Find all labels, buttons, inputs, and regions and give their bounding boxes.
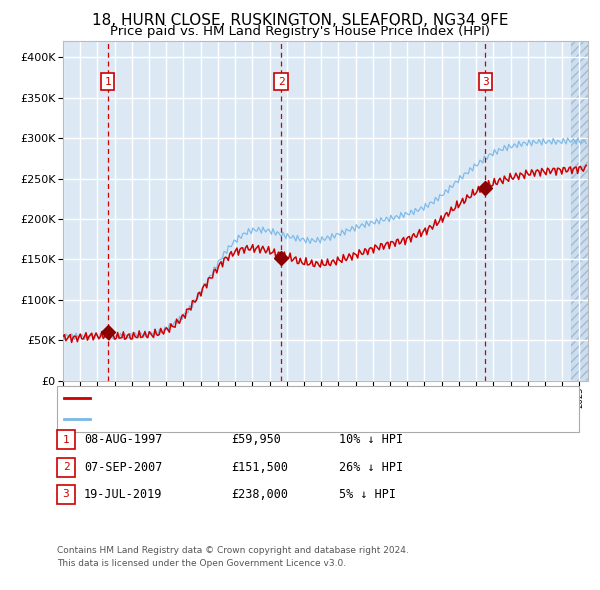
Text: 3: 3: [62, 490, 70, 499]
Text: 26% ↓ HPI: 26% ↓ HPI: [339, 461, 403, 474]
Text: This data is licensed under the Open Government Licence v3.0.: This data is licensed under the Open Gov…: [57, 559, 346, 568]
Text: 2: 2: [278, 77, 284, 87]
Text: HPI: Average price, detached house, North Kesteven: HPI: Average price, detached house, Nort…: [94, 414, 367, 424]
Text: 08-AUG-1997: 08-AUG-1997: [84, 433, 163, 446]
Text: 18, HURN CLOSE, RUSKINGTON, SLEAFORD, NG34 9FE (detached house): 18, HURN CLOSE, RUSKINGTON, SLEAFORD, NG…: [94, 394, 472, 404]
Text: 19-JUL-2019: 19-JUL-2019: [84, 488, 163, 501]
Text: £151,500: £151,500: [231, 461, 288, 474]
Text: 1: 1: [104, 77, 111, 87]
Text: 07-SEP-2007: 07-SEP-2007: [84, 461, 163, 474]
Text: £59,950: £59,950: [231, 433, 281, 446]
Text: Price paid vs. HM Land Registry's House Price Index (HPI): Price paid vs. HM Land Registry's House …: [110, 25, 490, 38]
Text: 1: 1: [62, 435, 70, 444]
Text: 3: 3: [482, 77, 489, 87]
Text: 2: 2: [62, 463, 70, 472]
Text: 18, HURN CLOSE, RUSKINGTON, SLEAFORD, NG34 9FE: 18, HURN CLOSE, RUSKINGTON, SLEAFORD, NG…: [92, 13, 508, 28]
Text: Contains HM Land Registry data © Crown copyright and database right 2024.: Contains HM Land Registry data © Crown c…: [57, 546, 409, 555]
Text: 5% ↓ HPI: 5% ↓ HPI: [339, 488, 396, 501]
Text: 10% ↓ HPI: 10% ↓ HPI: [339, 433, 403, 446]
Bar: [571, 41, 600, 381]
Text: £238,000: £238,000: [231, 488, 288, 501]
Bar: [571, 41, 600, 381]
